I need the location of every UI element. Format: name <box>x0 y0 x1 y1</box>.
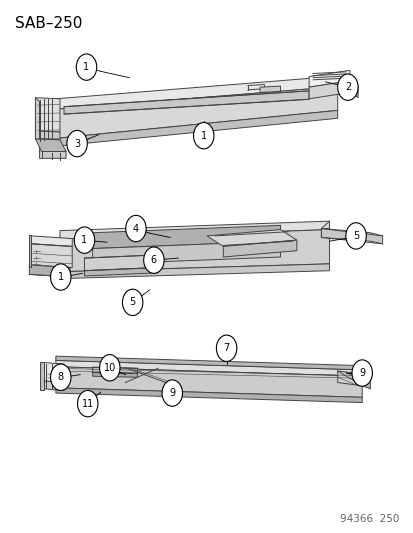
Circle shape <box>50 364 71 391</box>
Polygon shape <box>320 229 382 244</box>
Polygon shape <box>40 141 66 158</box>
Polygon shape <box>84 255 158 271</box>
Circle shape <box>67 131 87 157</box>
Text: 1: 1 <box>81 235 87 245</box>
Text: 5: 5 <box>129 297 135 308</box>
Polygon shape <box>60 264 329 279</box>
Polygon shape <box>29 265 70 277</box>
Circle shape <box>216 335 236 361</box>
Polygon shape <box>56 388 361 402</box>
Polygon shape <box>309 81 349 99</box>
Text: 4: 4 <box>133 223 139 233</box>
Circle shape <box>126 215 146 241</box>
Polygon shape <box>56 356 361 370</box>
Text: 10: 10 <box>103 363 116 373</box>
Text: 1: 1 <box>83 62 89 72</box>
Polygon shape <box>337 371 361 386</box>
Polygon shape <box>349 81 357 98</box>
Text: 3: 3 <box>74 139 80 149</box>
Text: 6: 6 <box>150 255 157 265</box>
Polygon shape <box>56 367 361 397</box>
Polygon shape <box>43 362 64 383</box>
Polygon shape <box>259 86 280 92</box>
Circle shape <box>345 223 366 249</box>
Text: 5: 5 <box>352 231 358 241</box>
Text: 11: 11 <box>81 399 94 409</box>
Polygon shape <box>60 230 329 272</box>
Text: 9: 9 <box>169 388 175 398</box>
Polygon shape <box>56 110 337 146</box>
Circle shape <box>143 247 164 273</box>
Polygon shape <box>60 221 329 239</box>
Polygon shape <box>40 362 43 391</box>
Polygon shape <box>36 98 40 142</box>
Polygon shape <box>43 381 64 391</box>
Polygon shape <box>223 240 296 257</box>
Circle shape <box>337 74 357 100</box>
Text: 8: 8 <box>57 372 64 382</box>
Circle shape <box>76 54 97 80</box>
Text: SAB–250: SAB–250 <box>15 16 82 31</box>
Circle shape <box>351 360 372 386</box>
Text: 1: 1 <box>200 131 206 141</box>
Polygon shape <box>93 367 137 374</box>
Circle shape <box>50 264 71 290</box>
Circle shape <box>193 123 214 149</box>
Text: 9: 9 <box>358 368 364 378</box>
Polygon shape <box>320 221 329 229</box>
Polygon shape <box>36 98 60 132</box>
Polygon shape <box>93 225 280 248</box>
Circle shape <box>100 354 120 381</box>
Polygon shape <box>31 236 72 246</box>
Polygon shape <box>31 244 72 268</box>
Polygon shape <box>29 235 31 266</box>
Polygon shape <box>84 268 158 276</box>
Circle shape <box>74 227 95 253</box>
Circle shape <box>161 380 182 406</box>
Circle shape <box>77 391 98 417</box>
Polygon shape <box>93 373 137 377</box>
Polygon shape <box>56 76 337 109</box>
Polygon shape <box>361 374 370 389</box>
Polygon shape <box>93 241 280 264</box>
Polygon shape <box>309 70 349 87</box>
Polygon shape <box>36 131 60 140</box>
Text: 94366  250: 94366 250 <box>339 514 398 524</box>
Circle shape <box>122 289 142 316</box>
Polygon shape <box>36 139 66 151</box>
Polygon shape <box>64 91 309 114</box>
Text: 7: 7 <box>223 343 229 353</box>
Text: 1: 1 <box>57 272 64 282</box>
Polygon shape <box>56 87 337 139</box>
Polygon shape <box>206 230 296 246</box>
Polygon shape <box>56 360 361 376</box>
Text: 2: 2 <box>344 82 350 92</box>
